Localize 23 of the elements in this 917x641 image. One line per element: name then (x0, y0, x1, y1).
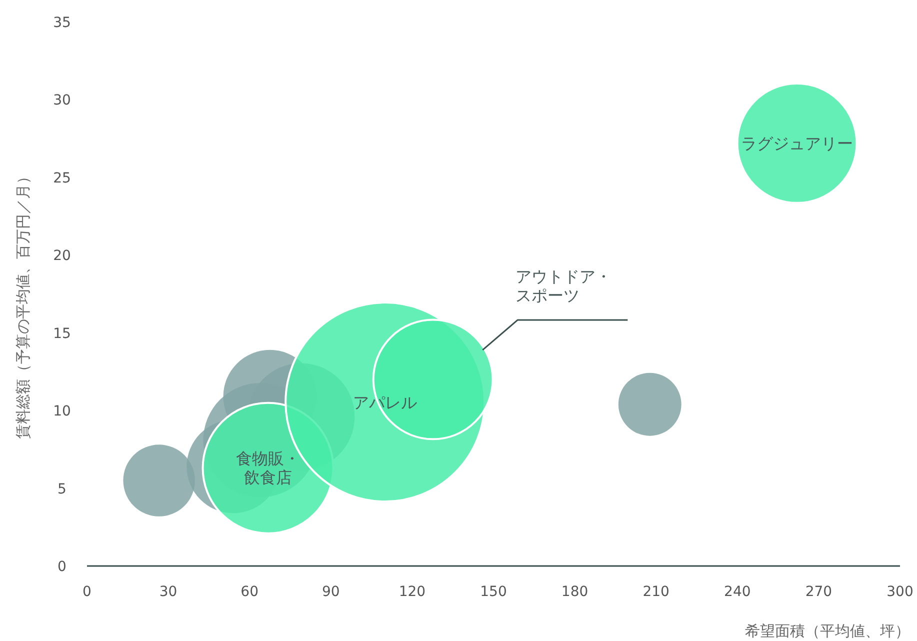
x-tick-label: 210 (642, 584, 670, 600)
y-tick-label: 10 (53, 404, 71, 420)
x-tick-label: 30 (159, 584, 178, 600)
x-tick-label: 120 (398, 584, 426, 600)
y-tick-label: 5 (58, 481, 66, 498)
x-tick-label: 0 (82, 584, 92, 600)
y-axis-title: 賃料総額（予算の平均値、百万円／月） (14, 169, 32, 439)
y-tick-label: 25 (53, 170, 71, 186)
x-tick-label: 300 (886, 584, 914, 600)
x-tick-label: 240 (724, 584, 751, 600)
y-tick-label: 30 (53, 92, 71, 109)
y-tick-label: 15 (53, 326, 71, 342)
x-tick-label: 150 (480, 584, 507, 600)
x-tick-label: 270 (805, 584, 832, 600)
annotation: ラグジュアリー (741, 134, 854, 154)
y-tick-label: 20 (53, 248, 71, 264)
annotation: アウトドア・スポーツ (516, 266, 612, 305)
x-tick-label: 180 (561, 584, 588, 600)
x-tick-label: 90 (322, 584, 340, 600)
y-tick-label: 35 (53, 15, 71, 31)
x-axis-title: 希望面積（平均値、坪） (745, 622, 910, 640)
x-tick-label: 60 (240, 584, 259, 600)
y-tick-label: 0 (58, 559, 66, 575)
